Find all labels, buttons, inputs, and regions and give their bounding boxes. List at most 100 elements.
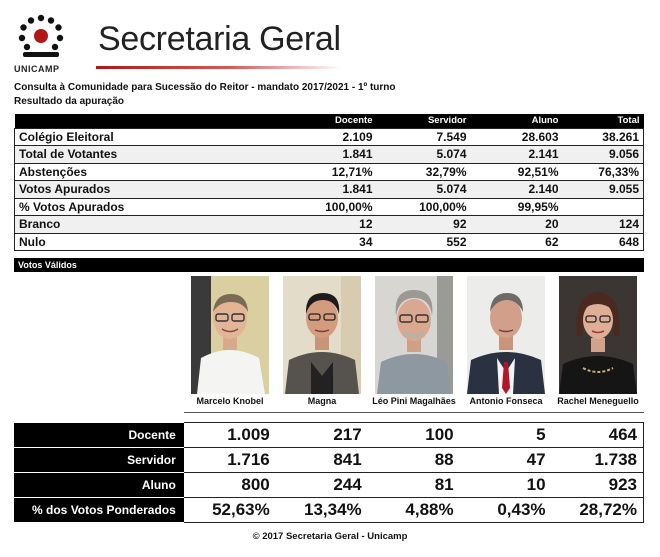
table-row: Colégio Eleitoral 2.109 7.549 28.603 38.…: [14, 127, 644, 146]
page-title: Secretaria Geral: [98, 20, 341, 58]
candidate-photo: [375, 276, 453, 394]
table-cell: 800: [183, 472, 276, 498]
candidate-name: Rachel Meneguello: [557, 396, 639, 406]
row-label: Branco: [14, 215, 231, 234]
candidates-strip: Marcelo Knobel Magna: [14, 272, 644, 413]
table-cell: 9.055: [562, 180, 644, 199]
table-cell: 5.074: [376, 145, 471, 164]
candidate-photo: [191, 276, 269, 394]
table-row: Total de Votantes 1.841 5.074 2.141 9.05…: [14, 145, 644, 164]
person-portrait-icon: [559, 276, 637, 394]
table-cell: 92,51%: [470, 162, 563, 181]
results-header-cell: Servidor: [376, 114, 471, 128]
valid-votes-table: Docente 1.009 217 100 5 464 Servidor 1.7…: [14, 422, 644, 523]
table-cell: 4,88%: [367, 497, 460, 523]
candidate-card: Marcelo Knobel: [184, 276, 276, 406]
row-label: Total de Votantes: [14, 145, 231, 164]
table-cell: 2.109: [230, 127, 377, 146]
table-cell: 12,71%: [230, 162, 377, 181]
row-label: % Votos Apurados: [14, 197, 231, 216]
table-cell: 62: [470, 232, 563, 251]
table-cell: 76,33%: [562, 162, 644, 181]
table-cell: 217: [275, 422, 368, 448]
table-cell: 52,63%: [183, 497, 276, 523]
table-cell: 38.261: [562, 127, 644, 146]
candidate-name: Magna: [307, 396, 337, 406]
table-cell: 648: [562, 232, 644, 251]
person-portrait-icon: [283, 276, 361, 394]
table-cell: 124: [562, 215, 644, 234]
candidate-name: Léo Pini Magalhães: [372, 396, 456, 406]
table-cell: 1.738: [551, 447, 644, 473]
table-cell: 100,00%: [376, 197, 471, 216]
row-label: Servidor: [14, 447, 184, 473]
candidate-card: Magna: [276, 276, 368, 406]
table-cell: 9.056: [562, 145, 644, 164]
candidate-photo: [559, 276, 637, 394]
table-row: Servidor 1.716 841 88 47 1.738: [14, 447, 644, 473]
candidate-card: Rachel Meneguello: [552, 276, 644, 406]
table-cell: 2.141: [470, 145, 563, 164]
title-underline: [96, 66, 342, 69]
person-portrait-icon: [191, 276, 269, 394]
table-row: Nulo 34 552 62 648: [14, 232, 644, 251]
row-label: % dos Votos Ponderados: [14, 497, 184, 523]
table-cell: 2.140: [470, 180, 563, 199]
table-cell: [562, 197, 644, 216]
logo-text: UNICAMP: [14, 64, 60, 74]
table-cell: 12: [230, 215, 377, 234]
row-label: Aluno: [14, 472, 184, 498]
table-cell: 100: [367, 422, 460, 448]
table-cell: 841: [275, 447, 368, 473]
results-header-cell: Aluno: [470, 114, 563, 128]
table-cell: 0,43%: [459, 497, 552, 523]
table-cell: 1.009: [183, 422, 276, 448]
table-cell: 464: [551, 422, 644, 448]
table-cell: 28.603: [470, 127, 563, 146]
table-cell: 552: [376, 232, 471, 251]
page-header: UNICAMP Secretaria Geral: [0, 0, 660, 80]
table-cell: 244: [275, 472, 368, 498]
person-portrait-icon: [467, 276, 545, 394]
table-row: Votos Apurados 1.841 5.074 2.140 9.055: [14, 180, 644, 199]
results-header-row: Docente Servidor Aluno Total: [14, 114, 644, 128]
candidate-card: Léo Pini Magalhães: [368, 276, 460, 406]
table-cell: 13,34%: [275, 497, 368, 523]
table-cell: 10: [459, 472, 552, 498]
results-table: Docente Servidor Aluno Total Colégio Ele…: [14, 114, 644, 251]
unicamp-logo-icon: [18, 14, 64, 57]
table-row: Aluno 800 244 81 10 923: [14, 472, 644, 498]
table-cell: 99,95%: [470, 197, 563, 216]
results-header-cell: [14, 114, 231, 128]
table-row: % Votos Apurados 100,00% 100,00% 99,95%: [14, 197, 644, 216]
table-cell: 34: [230, 232, 377, 251]
table-row: Abstenções 12,71% 32,79% 92,51% 76,33%: [14, 162, 644, 181]
table-cell: 88: [367, 447, 460, 473]
table-row: Branco 12 92 20 124: [14, 215, 644, 234]
person-portrait-icon: [375, 276, 453, 394]
table-cell: 5: [459, 422, 552, 448]
candidate-name: Antonio Fonseca: [469, 396, 543, 406]
valid-votes-section-bar: Votos Válidos: [14, 258, 644, 272]
table-cell: 32,79%: [376, 162, 471, 181]
table-cell: 92: [376, 215, 471, 234]
candidate-card: Antonio Fonseca: [460, 276, 552, 406]
page-footer: © 2017 Secretaria Geral - Unicamp: [252, 531, 408, 542]
results-header-cell: Total: [562, 114, 644, 128]
table-row: Docente 1.009 217 100 5 464: [14, 422, 644, 448]
candidates-divider: [184, 412, 644, 413]
table-row: % dos Votos Ponderados 52,63% 13,34% 4,8…: [14, 497, 644, 523]
results-header-cell: Docente: [230, 114, 377, 128]
row-label: Abstenções: [14, 162, 231, 181]
table-cell: 20: [470, 215, 563, 234]
table-cell: 47: [459, 447, 552, 473]
table-cell: 1.841: [230, 180, 377, 199]
table-cell: 28,72%: [551, 497, 644, 523]
row-label: Nulo: [14, 232, 231, 251]
table-cell: 81: [367, 472, 460, 498]
candidate-photo: [283, 276, 361, 394]
table-cell: 1.716: [183, 447, 276, 473]
row-label: Docente: [14, 422, 184, 448]
row-label: Votos Apurados: [14, 180, 231, 199]
row-label: Colégio Eleitoral: [14, 127, 231, 146]
